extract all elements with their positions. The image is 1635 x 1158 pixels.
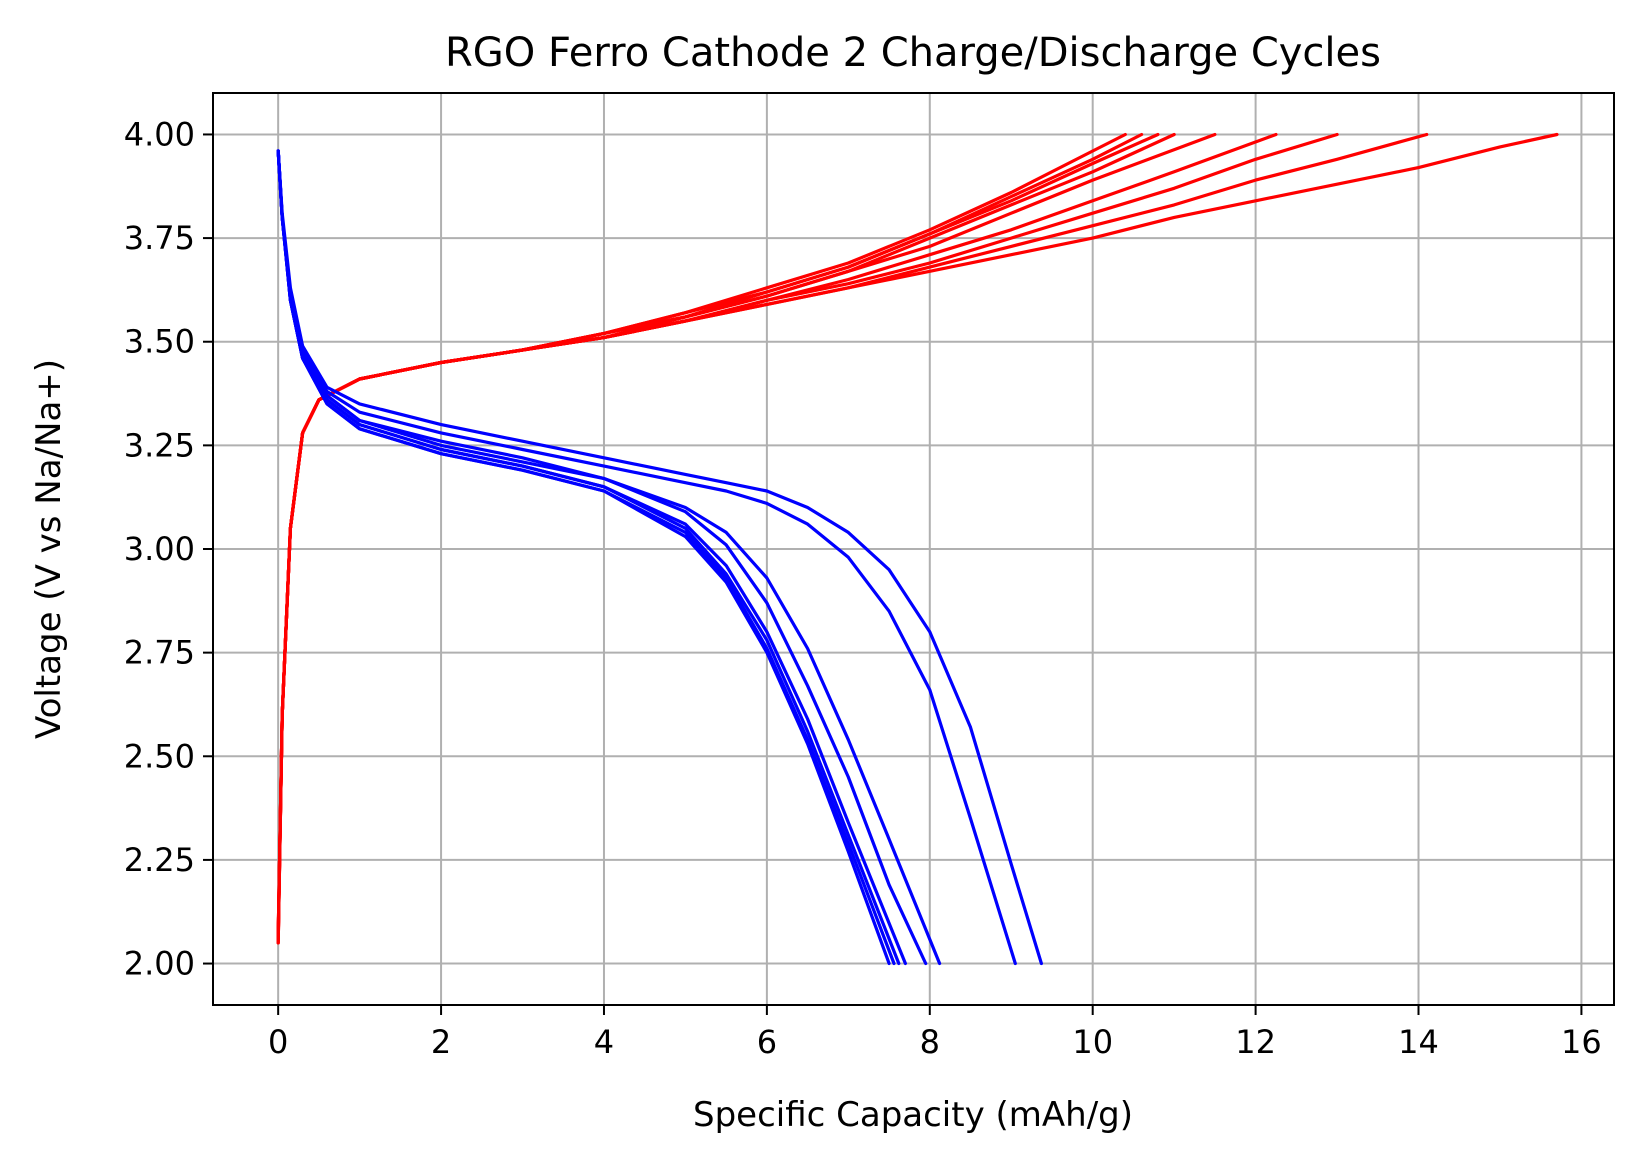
chart-title: RGO Ferro Cathode 2 Charge/Discharge Cyc… bbox=[445, 30, 1381, 76]
y-tick-label: 4.00 bbox=[124, 115, 195, 153]
charge-curve bbox=[276, 132, 1339, 945]
charge-curve bbox=[276, 132, 1176, 945]
y-tick-label: 3.00 bbox=[124, 530, 195, 568]
y-axis-label: Voltage (V vs Na/Na+) bbox=[29, 359, 69, 739]
x-tick-label: 14 bbox=[1398, 1023, 1439, 1061]
grid bbox=[213, 93, 1614, 1005]
discharge-curve bbox=[276, 149, 1044, 966]
charge-curve bbox=[276, 132, 1278, 937]
y-tick-label: 2.25 bbox=[124, 841, 195, 879]
x-tick-label: 0 bbox=[268, 1023, 288, 1061]
ticks: 0 2 4 6 8 10 12 14 16 2.00 2.25 2.50 2.75 3.00 3.25 3.5… bbox=[124, 115, 1602, 1061]
x-tick-label: 2 bbox=[431, 1023, 451, 1061]
y-tick-label: 2.00 bbox=[124, 945, 195, 983]
discharge-curve bbox=[276, 149, 901, 966]
y-tick-label: 3.25 bbox=[124, 426, 195, 464]
series-layer bbox=[276, 132, 1559, 966]
charge-curve bbox=[276, 132, 1160, 937]
y-tick-label: 3.75 bbox=[124, 219, 195, 257]
x-axis-label: Specific Capacity (mAh/g) bbox=[693, 1095, 1133, 1135]
x-tick-label: 10 bbox=[1072, 1023, 1113, 1061]
y-tick-label: 2.75 bbox=[124, 634, 195, 672]
charge-curve bbox=[276, 132, 1559, 937]
x-tick-label: 6 bbox=[757, 1023, 777, 1061]
charge-curve bbox=[276, 132, 1217, 941]
x-tick-label: 12 bbox=[1235, 1023, 1276, 1061]
discharge-curve bbox=[276, 149, 896, 966]
y-tick-label: 3.50 bbox=[124, 323, 195, 361]
x-tick-label: 16 bbox=[1561, 1023, 1602, 1061]
discharge-curve bbox=[276, 149, 891, 966]
x-tick-label: 4 bbox=[594, 1023, 614, 1061]
x-tick-label: 8 bbox=[920, 1023, 940, 1061]
y-tick-label: 2.50 bbox=[124, 737, 195, 775]
